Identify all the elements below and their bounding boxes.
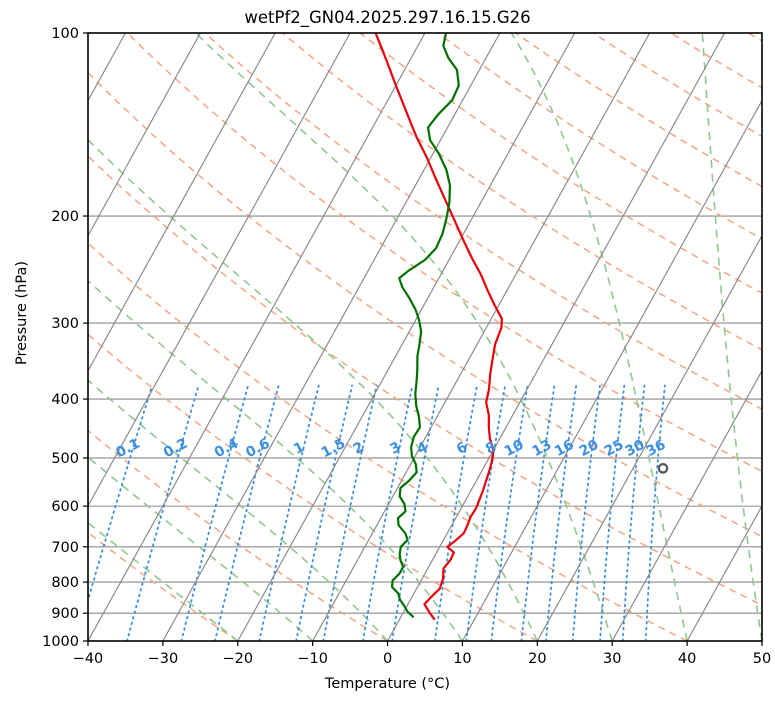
x-tick-label: 20 bbox=[528, 651, 546, 667]
mixing-ratio-line bbox=[520, 384, 556, 641]
mixing-ratio-line bbox=[644, 384, 666, 641]
moist-adiabat bbox=[88, 379, 389, 641]
isotherm-line bbox=[761, 639, 762, 641]
isotherm-line bbox=[88, 33, 201, 237]
x-tick-label: 30 bbox=[603, 651, 621, 667]
mixing-ratio-line bbox=[545, 384, 578, 641]
moist-adiabat bbox=[701, 33, 762, 641]
profile-curves bbox=[374, 33, 669, 621]
mixing-ratio-line bbox=[126, 384, 200, 641]
y-tick-label: 400 bbox=[51, 392, 79, 408]
mixing-ratio-line bbox=[391, 384, 440, 641]
dry-adiabat bbox=[88, 242, 688, 641]
isotherm-label-blue: −50 bbox=[4, 605, 33, 640]
mixing-ratio-label: 6 bbox=[454, 439, 470, 458]
y-tick-label: 900 bbox=[51, 606, 79, 622]
x-tick-label: 0 bbox=[383, 651, 392, 667]
dry-adiabat bbox=[670, 33, 762, 89]
moist-adiabat bbox=[510, 33, 688, 641]
mixing-ratio-label: 20 bbox=[577, 437, 602, 460]
dry-adiabat bbox=[282, 33, 762, 351]
dry-adiabat bbox=[88, 155, 762, 606]
mixing-ratio-line bbox=[362, 384, 414, 641]
dry-adiabat bbox=[204, 33, 762, 410]
isotherm-line bbox=[0, 33, 51, 641]
mixing-ratio-label: 30 bbox=[623, 437, 648, 460]
mixing-ratio-label: 8 bbox=[483, 439, 499, 458]
moist-adiabat bbox=[88, 456, 314, 641]
parcel-lcl-marker bbox=[657, 463, 669, 474]
mixing-ratio-line bbox=[322, 384, 378, 641]
mixing-ratio-line bbox=[465, 384, 506, 641]
isotherm-line bbox=[88, 33, 426, 641]
mixing-ratio-line bbox=[295, 384, 353, 641]
x-tick-label: −30 bbox=[148, 651, 179, 667]
mixing-ratio-line bbox=[621, 384, 646, 641]
mixing-ratio-line bbox=[214, 384, 280, 641]
mixing-ratio-line bbox=[599, 384, 626, 641]
mixing-ratio-line bbox=[571, 384, 601, 641]
isotherm-line bbox=[88, 33, 276, 372]
isotherm-line bbox=[237, 33, 576, 641]
x-axis-label: Temperature (°C) bbox=[324, 676, 451, 692]
y-tick-label: 600 bbox=[51, 499, 79, 515]
mixing-ratio-label: 25 bbox=[602, 437, 627, 460]
chart-title: wetPf2_GN04.2025.297.16.15.G26 bbox=[244, 8, 531, 27]
dewpoint-profile bbox=[390, 33, 460, 618]
y-tick-label: 100 bbox=[51, 26, 79, 42]
isotherm-line bbox=[686, 504, 762, 641]
isotherm-line bbox=[88, 33, 351, 508]
dry-adiabat bbox=[359, 33, 762, 294]
x-tick-label: −20 bbox=[222, 651, 253, 667]
mixing-ratio-line bbox=[180, 384, 249, 641]
background-lines bbox=[0, 33, 762, 641]
y-tick-label: 1000 bbox=[42, 634, 79, 650]
isotherm-line bbox=[162, 33, 501, 641]
dry-adiabat bbox=[88, 71, 762, 538]
mixing-ratio-line bbox=[258, 384, 320, 641]
dry-adiabat bbox=[126, 33, 762, 473]
y-tick-label: 500 bbox=[51, 451, 79, 467]
dry-adiabat bbox=[437, 33, 762, 240]
x-tick-label: 50 bbox=[753, 651, 771, 667]
y-tick-label: 300 bbox=[51, 316, 79, 332]
inline-labels: −100−90−80−70−60−50−40−30−20−10102030400… bbox=[4, 435, 669, 640]
mixing-ratio-label: 4 bbox=[414, 439, 430, 458]
y-tick-label: 200 bbox=[51, 209, 79, 225]
plot-frame bbox=[87, 32, 763, 642]
x-tick-label: −40 bbox=[73, 651, 104, 667]
mixing-ratio-line bbox=[490, 384, 529, 641]
mixing-ratio-label: 10 bbox=[502, 437, 527, 460]
x-tick-label: 10 bbox=[453, 651, 471, 667]
temperature-profile bbox=[374, 33, 503, 621]
x-tick-label: 40 bbox=[678, 651, 696, 667]
moist-adiabat bbox=[88, 138, 539, 641]
dry-adiabat bbox=[88, 531, 239, 641]
y-tick-label: 800 bbox=[51, 575, 79, 591]
isotherm-line bbox=[312, 33, 651, 641]
dry-adiabat bbox=[592, 33, 762, 138]
moist-adiabat bbox=[194, 33, 613, 641]
x-tick-label: −10 bbox=[297, 651, 328, 667]
isotherm-line bbox=[387, 33, 726, 641]
mixing-ratio-line bbox=[434, 384, 478, 641]
mixing-ratio-label: 13 bbox=[530, 437, 555, 460]
isotherm-line bbox=[461, 99, 762, 641]
isotherm-line bbox=[536, 234, 762, 641]
y-tick-label: 700 bbox=[51, 540, 79, 556]
mixing-ratio-label: 36 bbox=[644, 437, 669, 460]
dry-adiabat bbox=[88, 429, 388, 641]
isotherm-line bbox=[611, 369, 762, 641]
dry-adiabat bbox=[88, 333, 538, 641]
